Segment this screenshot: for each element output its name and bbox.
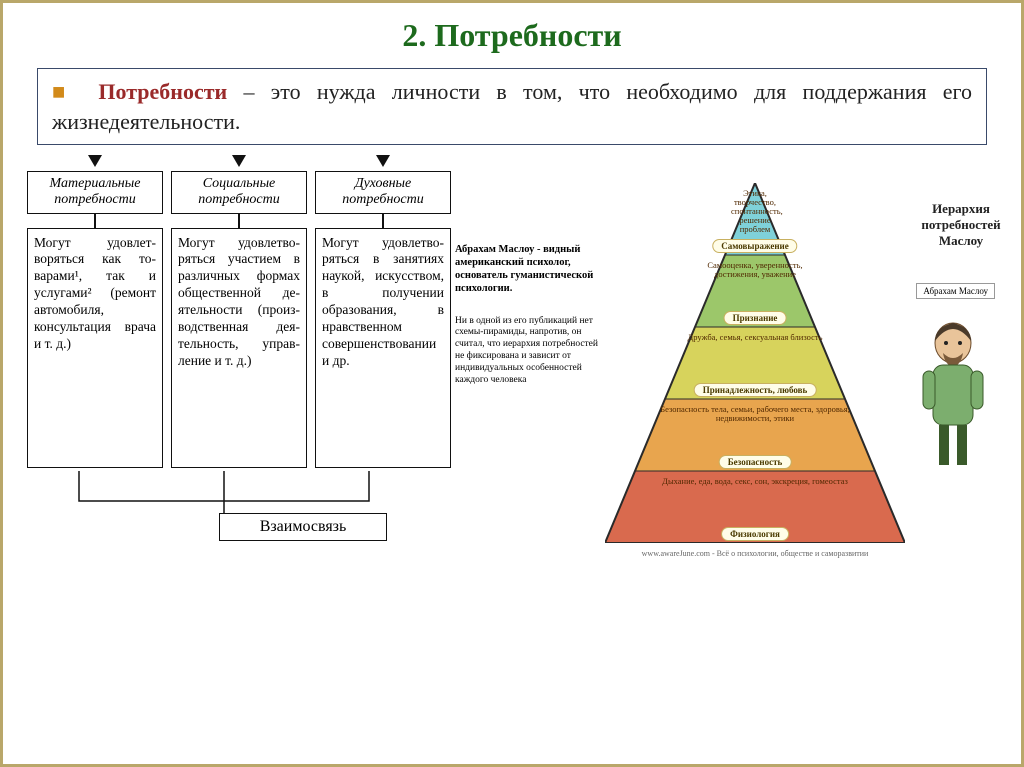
level-text: Этика, творчество, спонтанность, решение… [731, 189, 779, 234]
definition-box: ■ Потребности – это нужда личности в том… [37, 68, 987, 145]
connector-line [238, 214, 240, 228]
needs-columns: Материальные потребности Могут удовлет­в… [27, 155, 457, 467]
level-label: Безопасность [719, 455, 792, 469]
interrelation-box-wrap: Взаимосвязь [158, 513, 448, 541]
maslow-intro: Абрахам Маслоу - видный американский пси… [455, 243, 603, 387]
column-head: Материальные потребности [27, 171, 163, 213]
maslow-side-title: Иерархия потребностей Маслоу [913, 201, 1009, 249]
maslow-intro-bold: Абрахам Маслоу - видный американский пси… [455, 243, 603, 296]
maslow-intro-note: Ни в одной из его публикаций нет схемы-п… [455, 316, 603, 387]
column-head: Социальные потребности [171, 171, 307, 213]
column-material: Материальные потребности Могут удовлет­в… [27, 155, 163, 467]
maslow-person-label: Абрахам Маслоу [916, 283, 995, 299]
level-text: Самооценка, уверенность, достижения, ува… [701, 261, 809, 279]
maslow-panel: Абрахам Маслоу - видный американский пси… [455, 183, 1011, 583]
definition-keyword: Потребности [98, 79, 227, 104]
level-label: Самовыражение [712, 239, 797, 253]
arrow-down-icon [232, 155, 246, 167]
interrelation-connector [9, 471, 439, 517]
arrow-down-icon [88, 155, 102, 167]
interrelation-label: Взаимосвязь [219, 513, 388, 541]
column-spiritual: Духовные потребности Могут удовлетво­рят… [315, 155, 451, 467]
connector-line [382, 214, 384, 228]
maslow-pyramid: Этика, творчество, спонтанность, решение… [605, 183, 905, 543]
level-text: Дыхание, еда, вода, секс, сон, экскреция… [611, 477, 899, 486]
level-text: Дружба, семья, сексуальная близость [671, 333, 839, 342]
page-title: 2. Потребности [19, 17, 1005, 54]
connector-line [94, 214, 96, 228]
level-label: Принадлежность, любовь [694, 383, 817, 397]
maslow-person-icon [913, 313, 993, 473]
level-label: Признание [724, 311, 787, 325]
arrow-down-icon [376, 155, 390, 167]
column-head: Духовные потребности [315, 171, 451, 213]
maslow-credit: www.awareJune.com - Всё о психологии, об… [605, 549, 905, 558]
pyramid-svg [605, 183, 905, 543]
column-body: Могут удовлетво­ряться в заняти­ях науко… [315, 228, 451, 468]
level-label: Физиология [721, 527, 789, 541]
column-social: Социальные потребности Могут удовлетво­р… [171, 155, 307, 467]
column-body: Могут удовлет­воряться как то­варами¹, т… [27, 228, 163, 468]
column-body: Могут удовлетво­ряться участием в различ… [171, 228, 307, 468]
level-text: Безопасность тела, семьи, рабочего места… [641, 405, 869, 423]
bullet-icon: ■ [52, 79, 76, 104]
